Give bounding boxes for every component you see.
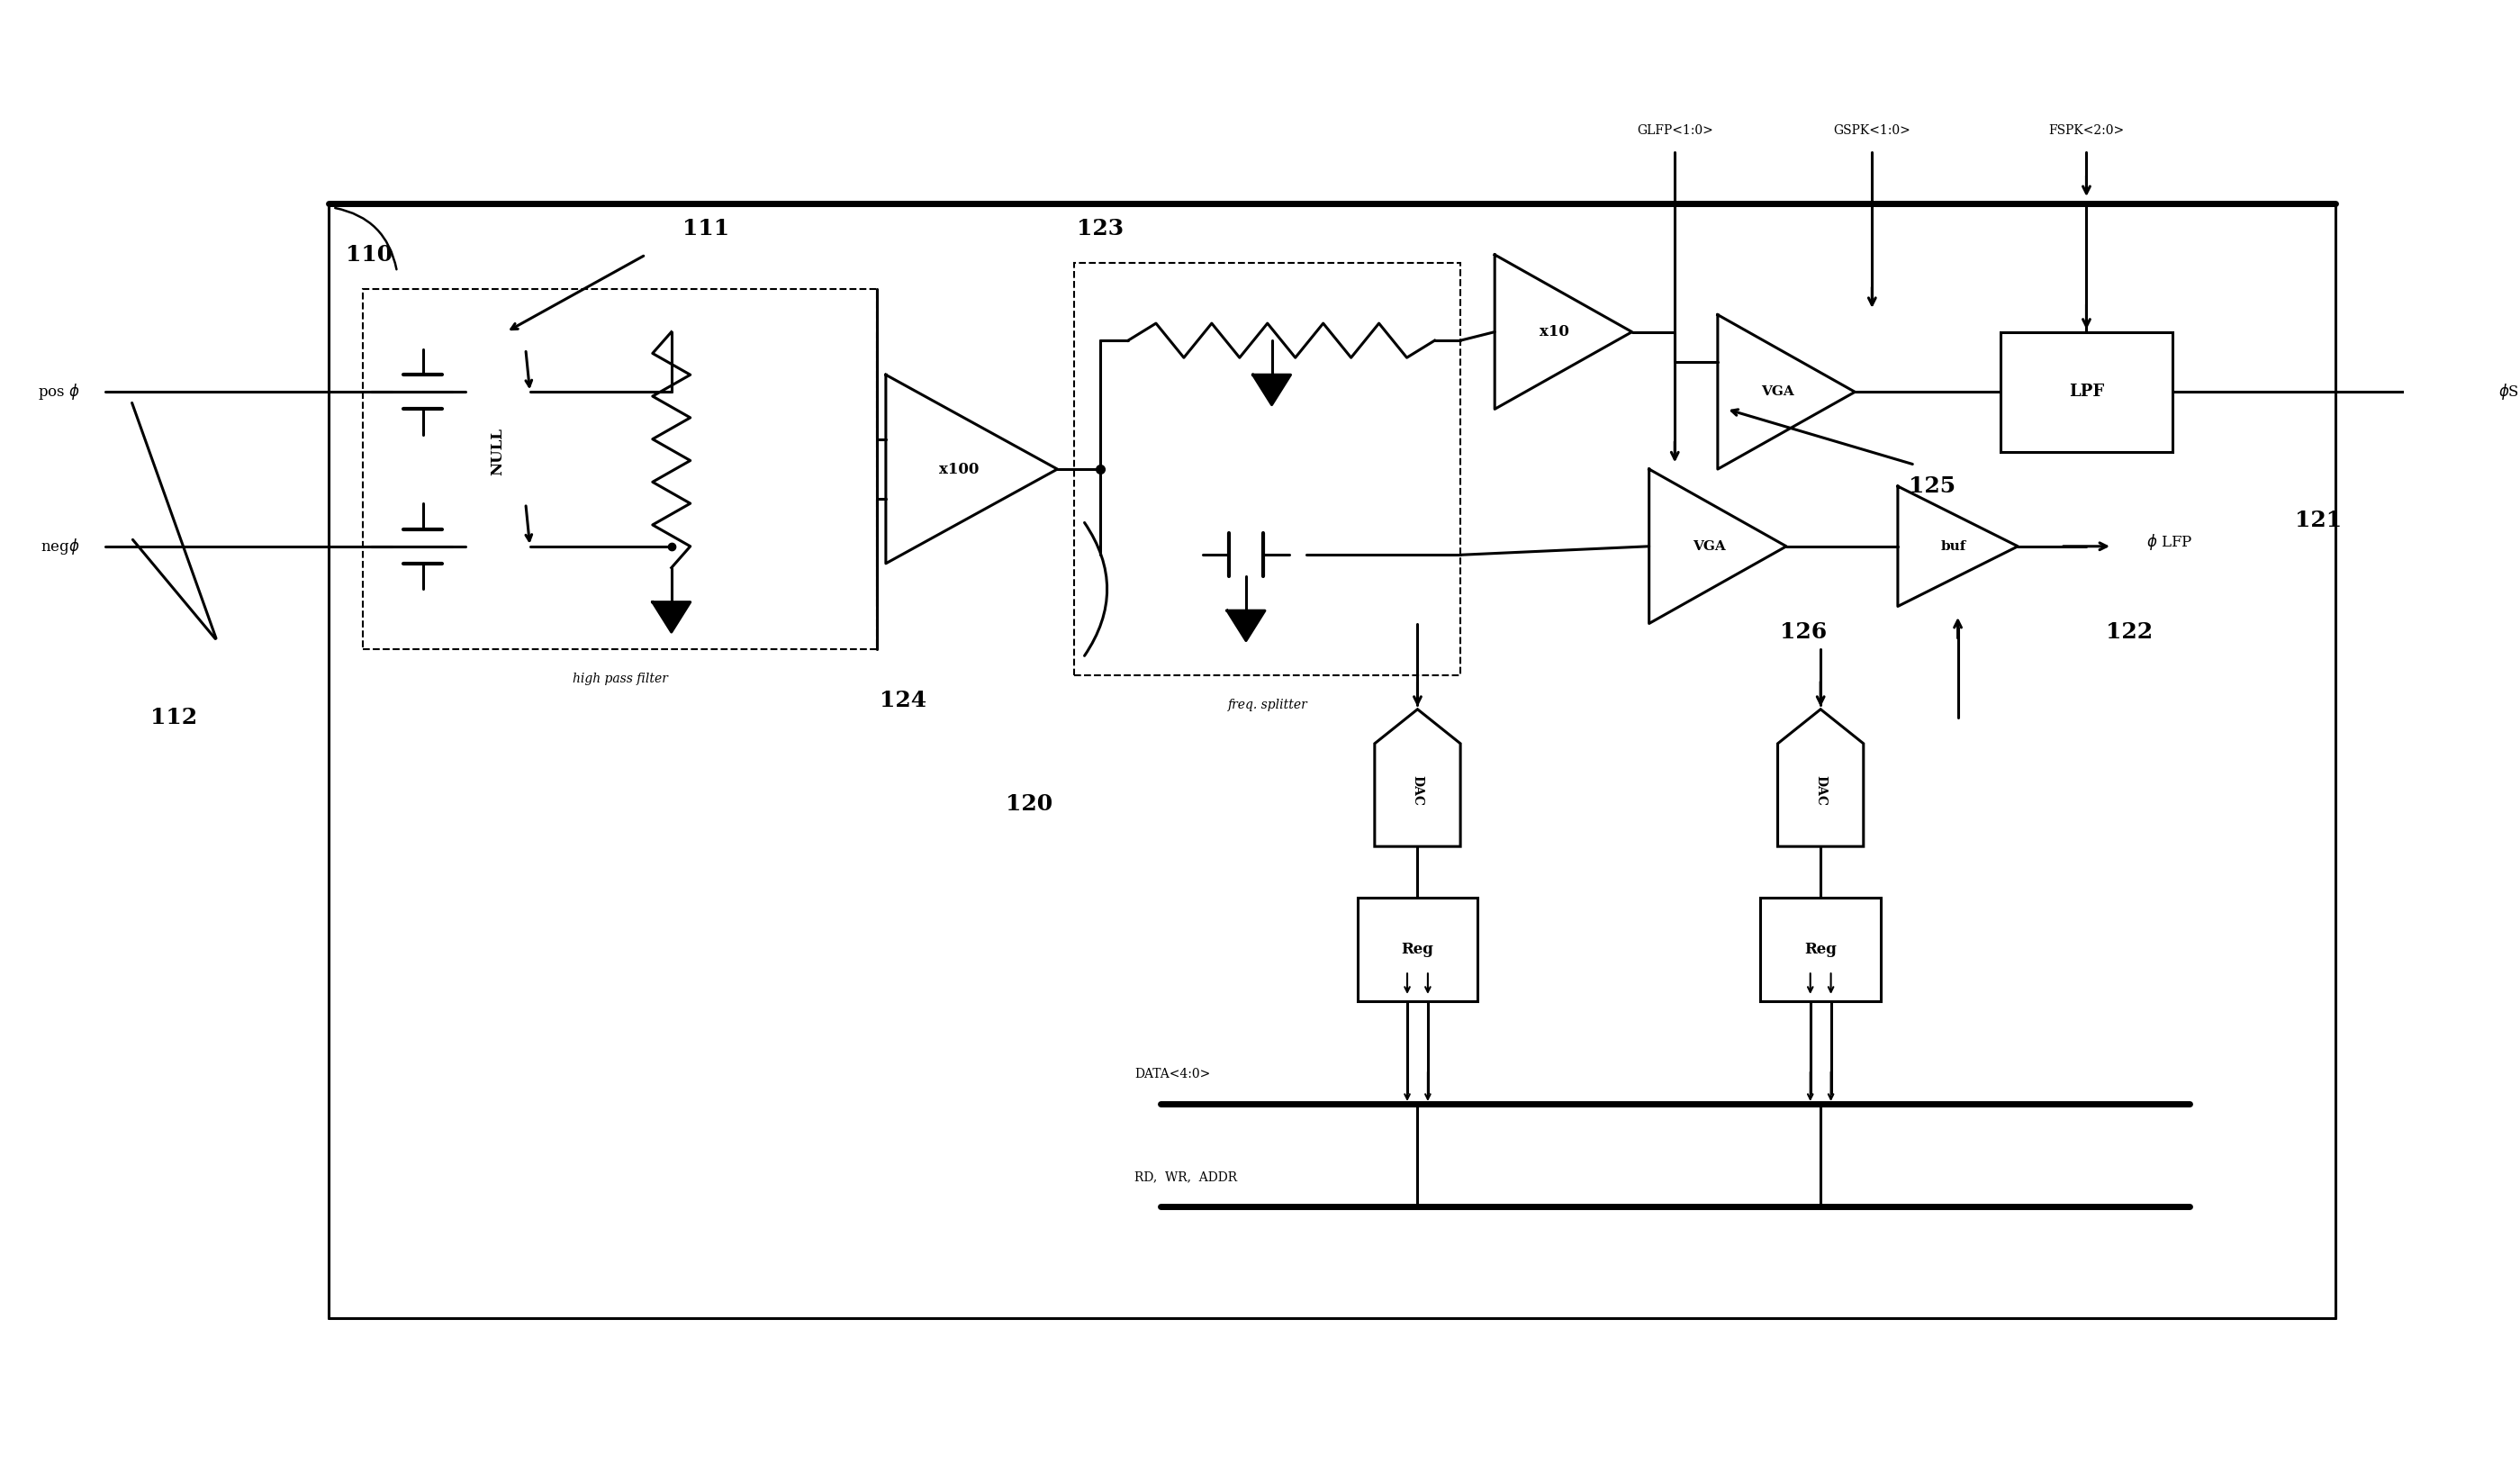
Text: 111: 111 xyxy=(683,218,728,240)
Text: pos $\phi$: pos $\phi$ xyxy=(38,382,81,402)
Text: buf: buf xyxy=(1940,539,1966,553)
Text: 126: 126 xyxy=(1779,621,1827,643)
Text: Reg: Reg xyxy=(1804,941,1837,957)
Text: NULL: NULL xyxy=(489,428,507,476)
Bar xyxy=(363,289,877,649)
Text: neg$\phi$: neg$\phi$ xyxy=(40,536,81,556)
Text: GLFP<1:0>: GLFP<1:0> xyxy=(1635,124,1714,136)
Text: DAC: DAC xyxy=(1411,775,1424,806)
Bar xyxy=(2001,332,2172,452)
Text: 125: 125 xyxy=(1908,476,1956,496)
Bar xyxy=(1761,898,1880,1000)
Text: FSPK<2:0>: FSPK<2:0> xyxy=(2049,124,2124,136)
Text: VGA: VGA xyxy=(1761,385,1794,399)
Text: 123: 123 xyxy=(1076,218,1124,240)
Text: 124: 124 xyxy=(879,691,927,711)
Text: freq. splitter: freq. splitter xyxy=(1227,698,1308,711)
Text: $\phi$SPK: $\phi$SPK xyxy=(2497,382,2520,402)
Text: 121: 121 xyxy=(2296,510,2341,532)
Bar xyxy=(1074,264,1462,674)
Text: 120: 120 xyxy=(1005,793,1053,815)
Text: x10: x10 xyxy=(1540,325,1570,339)
Text: 110: 110 xyxy=(345,245,393,265)
Text: DAC: DAC xyxy=(1814,775,1827,806)
Text: LPF: LPF xyxy=(2069,384,2104,400)
Text: x100: x100 xyxy=(940,461,978,477)
Polygon shape xyxy=(653,602,690,633)
Polygon shape xyxy=(1373,710,1462,846)
Polygon shape xyxy=(1227,611,1265,640)
Text: 112: 112 xyxy=(151,707,197,729)
Text: VGA: VGA xyxy=(1693,539,1726,553)
Text: GSPK<1:0>: GSPK<1:0> xyxy=(1835,124,1910,136)
Text: RD,  WR,  ADDR: RD, WR, ADDR xyxy=(1134,1171,1237,1183)
Text: high pass filter: high pass filter xyxy=(572,673,668,686)
Bar xyxy=(466,314,529,590)
Text: 122: 122 xyxy=(2107,621,2152,643)
Bar xyxy=(1358,898,1477,1000)
Text: Reg: Reg xyxy=(1401,941,1434,957)
Polygon shape xyxy=(1777,710,1862,846)
Text: $\phi$ LFP: $\phi$ LFP xyxy=(2147,532,2192,551)
Text: DATA<4:0>: DATA<4:0> xyxy=(1134,1067,1210,1080)
Polygon shape xyxy=(1252,375,1290,405)
